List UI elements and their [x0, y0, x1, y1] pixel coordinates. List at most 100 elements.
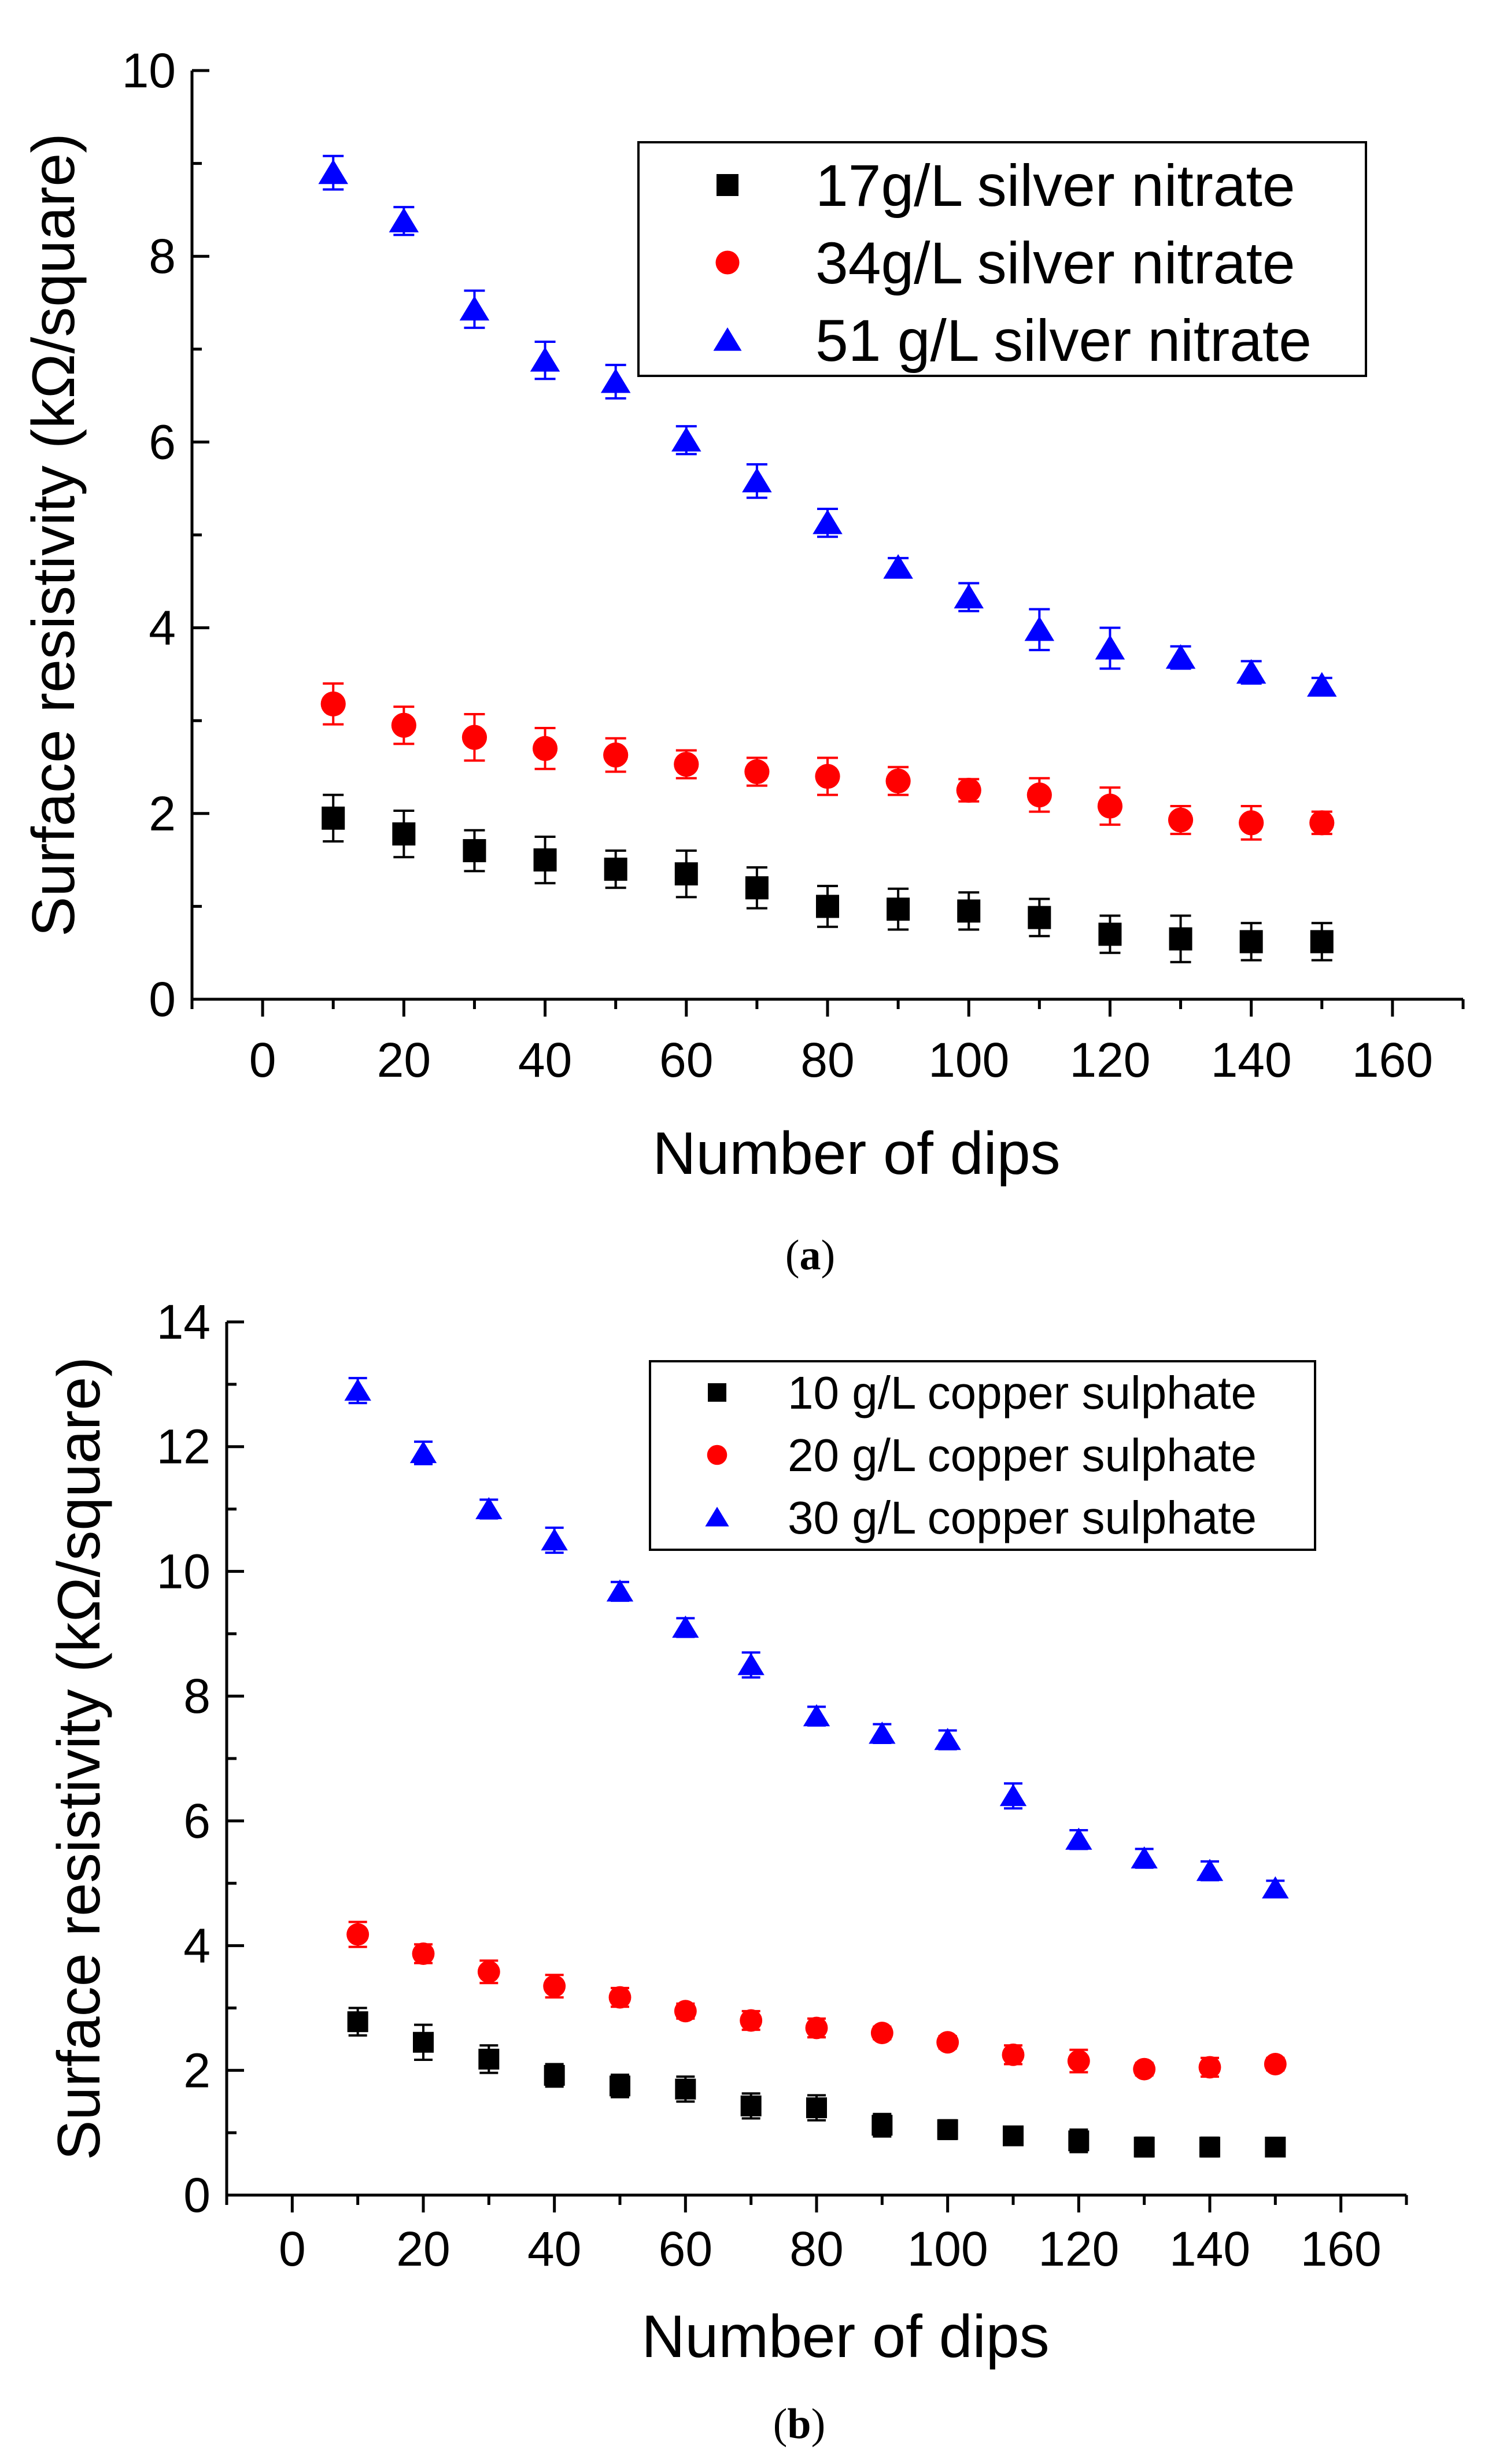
legend-marker-triangle — [713, 327, 742, 351]
data-point — [957, 899, 981, 923]
series-square — [322, 793, 1334, 963]
data-point — [463, 839, 486, 863]
legend-label: 10 g/L copper sulphate — [788, 1367, 1257, 1418]
data-point — [544, 2064, 565, 2086]
data-point — [1265, 2136, 1286, 2158]
legend-label: 17g/L silver nitrate — [815, 153, 1295, 219]
legend-label: 34g/L silver nitrate — [815, 230, 1295, 296]
data-point — [999, 1784, 1027, 1807]
y-axis-title: Surface resistivity (kΩ/square) — [20, 133, 87, 937]
x-axis-title: Number of dips — [641, 2303, 1049, 2370]
panel-caption: (a) — [785, 1232, 835, 1279]
data-point — [742, 467, 772, 493]
series-square — [347, 2007, 1286, 2158]
legend: 10 g/L copper sulphate 20 g/L copper sulp… — [649, 1360, 1316, 1551]
x-axis-title: Number of dips — [652, 1120, 1060, 1187]
data-point — [937, 2119, 958, 2140]
data-point — [409, 1440, 437, 1464]
data-point — [805, 2016, 828, 2040]
y-tick-label: 14 — [157, 1295, 211, 1349]
data-point — [1168, 807, 1194, 833]
data-point — [1002, 2043, 1025, 2066]
data-point — [1310, 930, 1334, 954]
data-point — [1028, 906, 1051, 929]
y-tick-label: 4 — [183, 1919, 211, 1973]
data-point — [541, 1528, 568, 1551]
data-point — [1199, 2136, 1220, 2158]
data-point — [533, 848, 557, 872]
x-tick-label: 60 — [659, 1033, 713, 1087]
caption-paren: ) — [821, 1232, 836, 1279]
data-point — [1262, 1876, 1289, 1898]
data-point — [744, 759, 770, 785]
y-tick-label: 2 — [183, 2043, 211, 2097]
x-tick-label: 40 — [518, 1033, 572, 1087]
y-tick-label: 4 — [149, 601, 176, 655]
y-tick-label: 6 — [183, 1794, 211, 1848]
data-point — [1098, 922, 1122, 946]
data-point — [740, 2095, 762, 2116]
data-point — [461, 725, 488, 750]
data-point — [803, 1704, 830, 1727]
data-point — [1239, 810, 1264, 836]
data-point — [1264, 2053, 1287, 2075]
data-point — [347, 2011, 368, 2033]
data-point — [740, 2009, 763, 2032]
legend-label: 20 g/L copper sulphate — [788, 1429, 1257, 1481]
data-point — [806, 2097, 827, 2118]
data-point — [885, 768, 911, 794]
data-point — [1024, 616, 1055, 641]
series-triangle — [318, 154, 1337, 697]
data-point — [603, 742, 629, 768]
data-point — [318, 159, 348, 184]
data-point — [1169, 927, 1192, 951]
series-circle — [320, 682, 1335, 841]
data-point — [1097, 793, 1123, 819]
y-tick-label: 2 — [149, 786, 176, 841]
x-tick-label: 140 — [1169, 2222, 1250, 2276]
data-point — [675, 2078, 696, 2100]
data-point — [322, 806, 345, 830]
data-point — [1239, 930, 1263, 954]
data-point — [389, 208, 419, 232]
y-tick-label: 10 — [157, 1544, 211, 1598]
data-point — [1065, 1827, 1092, 1850]
data-point — [532, 736, 558, 761]
data-point — [1133, 2057, 1156, 2081]
caption-paren: ( — [785, 1232, 800, 1279]
data-point — [745, 876, 769, 900]
caption-paren: ( — [773, 2400, 788, 2448]
series-triangle — [344, 1377, 1289, 1898]
data-point — [1095, 634, 1125, 660]
legend-marker-square — [717, 174, 738, 196]
data-point — [1068, 2130, 1090, 2152]
data-point — [883, 554, 913, 579]
data-point — [320, 691, 346, 716]
x-tick-label: 160 — [1301, 2222, 1382, 2276]
data-point — [610, 2075, 630, 2097]
data-point — [1026, 782, 1052, 808]
data-point — [869, 1722, 896, 1744]
y-tick-label: 6 — [149, 415, 176, 469]
data-point — [887, 897, 910, 921]
y-tick-label: 0 — [149, 972, 176, 1026]
data-point — [413, 2031, 434, 2053]
legend-label: 30 g/L copper sulphate — [788, 1492, 1257, 1543]
x-tick-label: 80 — [789, 2222, 843, 2276]
x-tick-label: 120 — [1069, 1033, 1150, 1087]
data-point — [672, 1615, 699, 1638]
data-point — [604, 858, 627, 881]
data-point — [1003, 2125, 1024, 2147]
y-tick-label: 12 — [157, 1420, 211, 1474]
legend-marker-square — [708, 1383, 726, 1402]
data-point — [674, 2000, 697, 2023]
data-point — [934, 1727, 961, 1750]
data-point — [674, 862, 698, 886]
data-point — [674, 752, 699, 777]
data-point — [391, 712, 416, 738]
data-point — [543, 1975, 566, 1998]
data-point — [606, 1579, 634, 1602]
